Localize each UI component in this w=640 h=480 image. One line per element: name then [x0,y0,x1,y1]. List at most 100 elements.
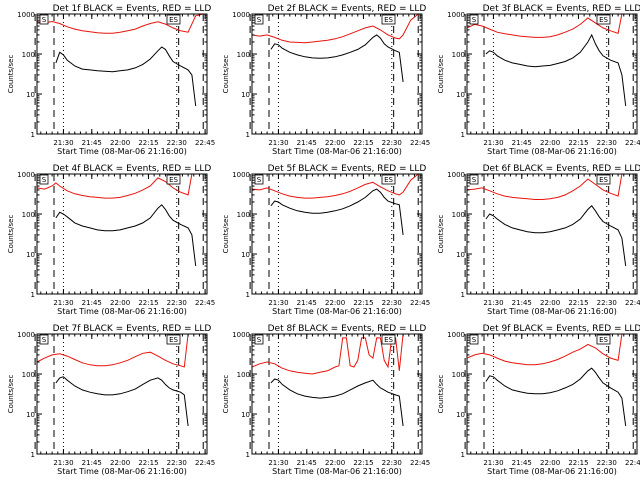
y-axis-label: Counts/sec [437,215,445,254]
x-tick-label: 22:15 [138,459,158,467]
chart-panel-5: Det 5f BLACK = Events, RED = LLD Counts/s… [222,164,430,316]
series-line-events [485,367,627,427]
x-tick-label: 22:15 [138,139,158,147]
flag-box-es [596,174,611,185]
y-tick-label: 100 [237,51,250,59]
y-axis-label: Counts/sec [222,215,230,254]
flag-box-s [469,174,479,185]
x-axis-label: Start Time (08-Mar-06 21:16:00) [272,467,402,476]
y-tick-label: 1000 [447,331,465,339]
x-tick-label: 21:30 [53,299,73,307]
y-tick-label: 1 [461,131,465,139]
flag-box-es [381,334,396,345]
flag-box-s [254,174,264,185]
flag-box-s [39,14,49,25]
series-line-lld [36,333,196,368]
flag-box-es [166,14,181,25]
series-line-lld [466,13,630,38]
y-tick-label: 1000 [17,11,35,19]
flag-label-s: S [472,336,477,344]
series-line-lld [251,173,422,199]
flag-label-es: ES [169,16,178,24]
y-tick-label: 1000 [447,171,465,179]
x-axis-label: Start Time (08-Mar-06 21:16:00) [272,147,402,156]
y-tick-label: 10 [26,411,35,419]
x-tick-label: 22:45 [195,139,215,147]
flag-box-s [469,334,479,345]
x-tick-label: 21:45 [512,139,532,147]
flag-label-es: ES [169,176,178,184]
flag-label-s: S [257,336,262,344]
chart-title: Det 1f BLACK = Events, RED = LLD [53,4,212,14]
plot-frame [36,13,208,135]
series-line-lld [466,333,630,366]
x-tick-label: 22:45 [410,299,430,307]
x-axis-label: Start Time (08-Mar-06 21:16:00) [57,307,187,316]
flag-label-s: S [257,176,262,184]
x-tick-label: 22:15 [353,299,373,307]
chart-panel-2: Det 2f BLACK = Events, RED = LLD Counts/s… [222,4,430,156]
x-axis-label: Start Time (08-Mar-06 21:16:00) [272,307,402,316]
chart-panel-6: Det 6f BLACK = Events, RED = LLD Counts/s… [437,164,640,316]
y-tick-label: 100 [22,211,35,219]
x-axis-label: Start Time (08-Mar-06 21:16:00) [487,467,617,476]
chart-title: Det 2f BLACK = Events, RED = LLD [268,4,427,14]
y-tick-label: 1 [461,291,465,299]
chart-panel-8: Det 8f BLACK = Events, RED = LLD Counts/s… [222,324,430,476]
x-tick-label: 21:45 [512,459,532,467]
x-tick-label: 22:30 [167,459,187,467]
flag-label-es: ES [169,336,178,344]
x-tick-label: 21:30 [268,459,288,467]
flag-label-s: S [42,336,47,344]
x-tick-label: 22:45 [410,139,430,147]
flag-label-es: ES [599,16,608,24]
flag-box-s [254,334,264,345]
x-tick-label: 22:30 [167,299,187,307]
flag-box-es [166,174,181,185]
y-tick-label: 1000 [232,11,250,19]
x-tick-label: 22:45 [625,139,640,147]
y-tick-label: 1000 [232,171,250,179]
y-axis-label: Counts/sec [222,55,230,94]
flag-box-es [596,14,611,25]
chart-title: Det 7f BLACK = Events, RED = LLD [53,324,212,334]
chart-title: Det 8f BLACK = Events, RED = LLD [268,324,427,334]
x-tick-label: 22:15 [353,459,373,467]
flag-box-es [596,334,611,345]
x-tick-label: 22:30 [382,299,402,307]
x-tick-label: 22:30 [382,139,402,147]
y-tick-label: 10 [456,411,465,419]
chart-panel-4: Det 4f BLACK = Events, RED = LLD Counts/s… [7,164,215,316]
y-tick-label: 1 [246,451,250,459]
y-tick-label: 1000 [447,11,465,19]
y-tick-label: 1 [461,451,465,459]
y-tick-label: 10 [26,251,35,259]
x-tick-label: 21:45 [82,139,102,147]
y-axis-label: Counts/sec [7,375,15,414]
x-tick-label: 22:45 [625,299,640,307]
x-tick-label: 22:15 [353,139,373,147]
x-axis-label: Start Time (08-Mar-06 21:16:00) [487,307,617,316]
x-tick-label: 21:30 [483,299,503,307]
y-tick-label: 1 [31,131,35,139]
y-tick-label: 1000 [232,331,250,339]
x-tick-label: 21:30 [53,139,73,147]
y-axis-label: Counts/sec [222,375,230,414]
series-line-events [270,34,404,83]
chart-panel-3: Det 3f BLACK = Events, RED = LLD Counts/s… [437,4,640,156]
x-tick-label: 22:00 [540,139,560,147]
x-tick-label: 21:30 [268,299,288,307]
x-tick-label: 22:45 [410,459,430,467]
x-tick-label: 22:15 [568,139,588,147]
plot-frame [36,333,208,455]
x-tick-label: 22:30 [382,459,402,467]
chart-title: Det 3f BLACK = Events, RED = LLD [483,4,640,14]
y-tick-label: 10 [241,411,250,419]
flag-label-s: S [42,16,47,24]
x-tick-label: 22:15 [568,459,588,467]
x-tick-label: 21:30 [268,139,288,147]
flag-box-es [166,334,181,345]
x-tick-label: 22:00 [540,299,560,307]
y-tick-label: 1 [31,451,35,459]
flag-label-es: ES [384,16,393,24]
